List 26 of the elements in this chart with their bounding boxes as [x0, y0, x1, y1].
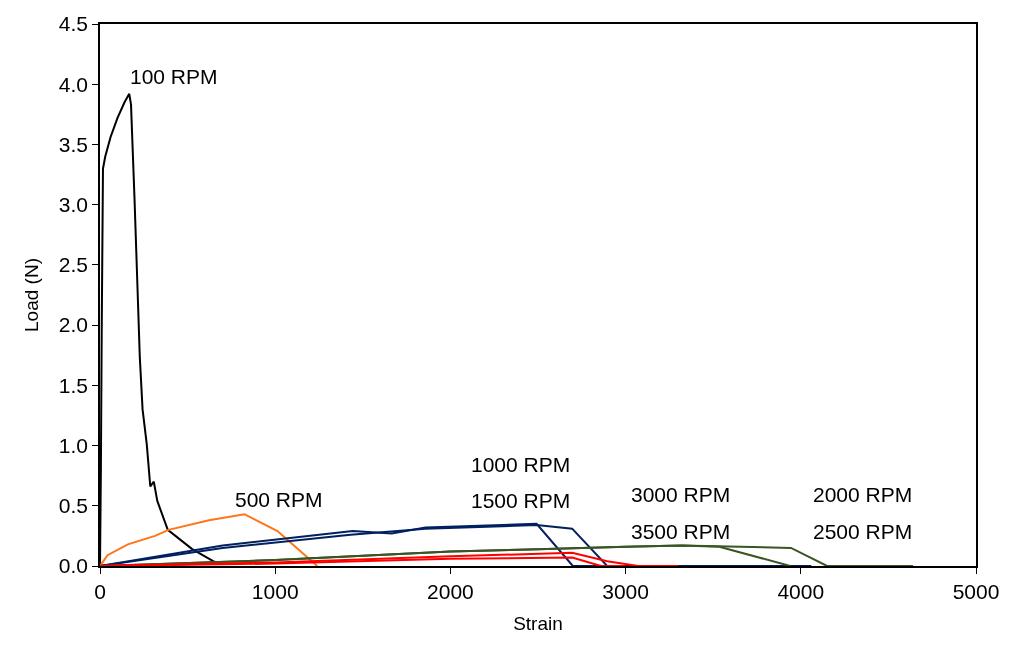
- y-axis-title: Load (N): [21, 258, 43, 332]
- y-tick-label: 4.5: [58, 12, 89, 36]
- y-tick-label: 3.5: [58, 132, 89, 156]
- y-tick-label: 0.0: [58, 554, 89, 578]
- annotation: 1500 RPM: [471, 489, 571, 512]
- x-tick-label: 1000: [251, 579, 299, 603]
- x-tick-label: 3000: [602, 579, 649, 603]
- annotation: 1000 RPM: [471, 453, 571, 476]
- x-tick-label: 2000: [427, 579, 474, 603]
- annotation: 3000 RPM: [631, 483, 731, 506]
- y-tick-label: 2.5: [58, 253, 89, 277]
- annotation: 2000 RPM: [813, 483, 913, 506]
- y-tick-label: 3.0: [58, 193, 89, 217]
- y-tick-label: 1.0: [58, 433, 89, 457]
- x-tick-label: 5000: [952, 579, 1000, 603]
- y-tick-label: 2.0: [58, 313, 89, 337]
- y-tick-label: 1.5: [58, 373, 89, 397]
- annotation: 100 RPM: [130, 65, 218, 88]
- y-tick-label: 4.0: [58, 72, 89, 96]
- y-tick-label: 0.5: [58, 494, 89, 518]
- x-tick-label: 0: [94, 579, 106, 603]
- annotation: 3500 RPM: [631, 520, 731, 543]
- x-tick-label: 4000: [777, 579, 825, 603]
- x-axis-title: Strain: [513, 613, 563, 635]
- annotation: 500 RPM: [235, 488, 323, 511]
- annotation: 2500 RPM: [813, 520, 913, 543]
